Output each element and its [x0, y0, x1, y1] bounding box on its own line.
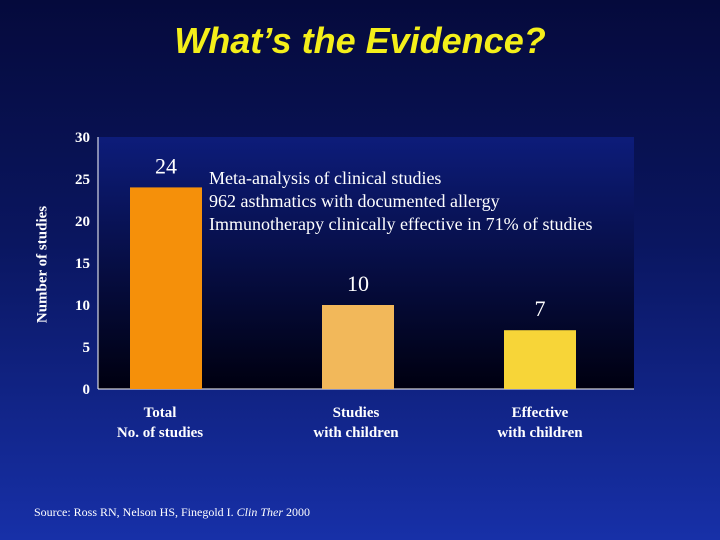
- bar-value-label: 24: [155, 153, 177, 178]
- bar-value-label: 7: [535, 296, 546, 321]
- y-tick-label: 5: [83, 340, 91, 356]
- x-category-label: Studies with children: [313, 405, 399, 441]
- y-tick-label: 20: [75, 214, 90, 230]
- slide-title: What’s the Evidence?: [174, 20, 546, 61]
- annotation-line: Immunotherapy clinically effective in 71…: [209, 214, 593, 234]
- bar-value-label: 10: [347, 271, 369, 296]
- annotation-line: Meta-analysis of clinical studies: [209, 168, 441, 188]
- source-prefix: Source: Ross RN, Nelson HS, Finegold I.: [34, 505, 237, 519]
- y-tick-label: 30: [75, 130, 90, 146]
- y-tick-label: 0: [83, 382, 91, 398]
- bar: [504, 330, 576, 389]
- y-tick-label: 15: [75, 256, 90, 272]
- y-tick-label: 25: [75, 172, 90, 188]
- bar: [130, 187, 202, 389]
- annotation-line: 962 asthmatics with documented allergy: [209, 191, 500, 211]
- x-category-label: Effective with children: [497, 405, 583, 441]
- y-tick-label: 10: [75, 298, 90, 314]
- bar: [322, 305, 394, 389]
- x-category-label: Total No. of studies: [117, 405, 203, 441]
- source-citation: Source: Ross RN, Nelson HS, Finegold I. …: [34, 505, 310, 520]
- source-suffix: 2000: [283, 505, 311, 519]
- source-journal: Clin Ther: [236, 505, 284, 519]
